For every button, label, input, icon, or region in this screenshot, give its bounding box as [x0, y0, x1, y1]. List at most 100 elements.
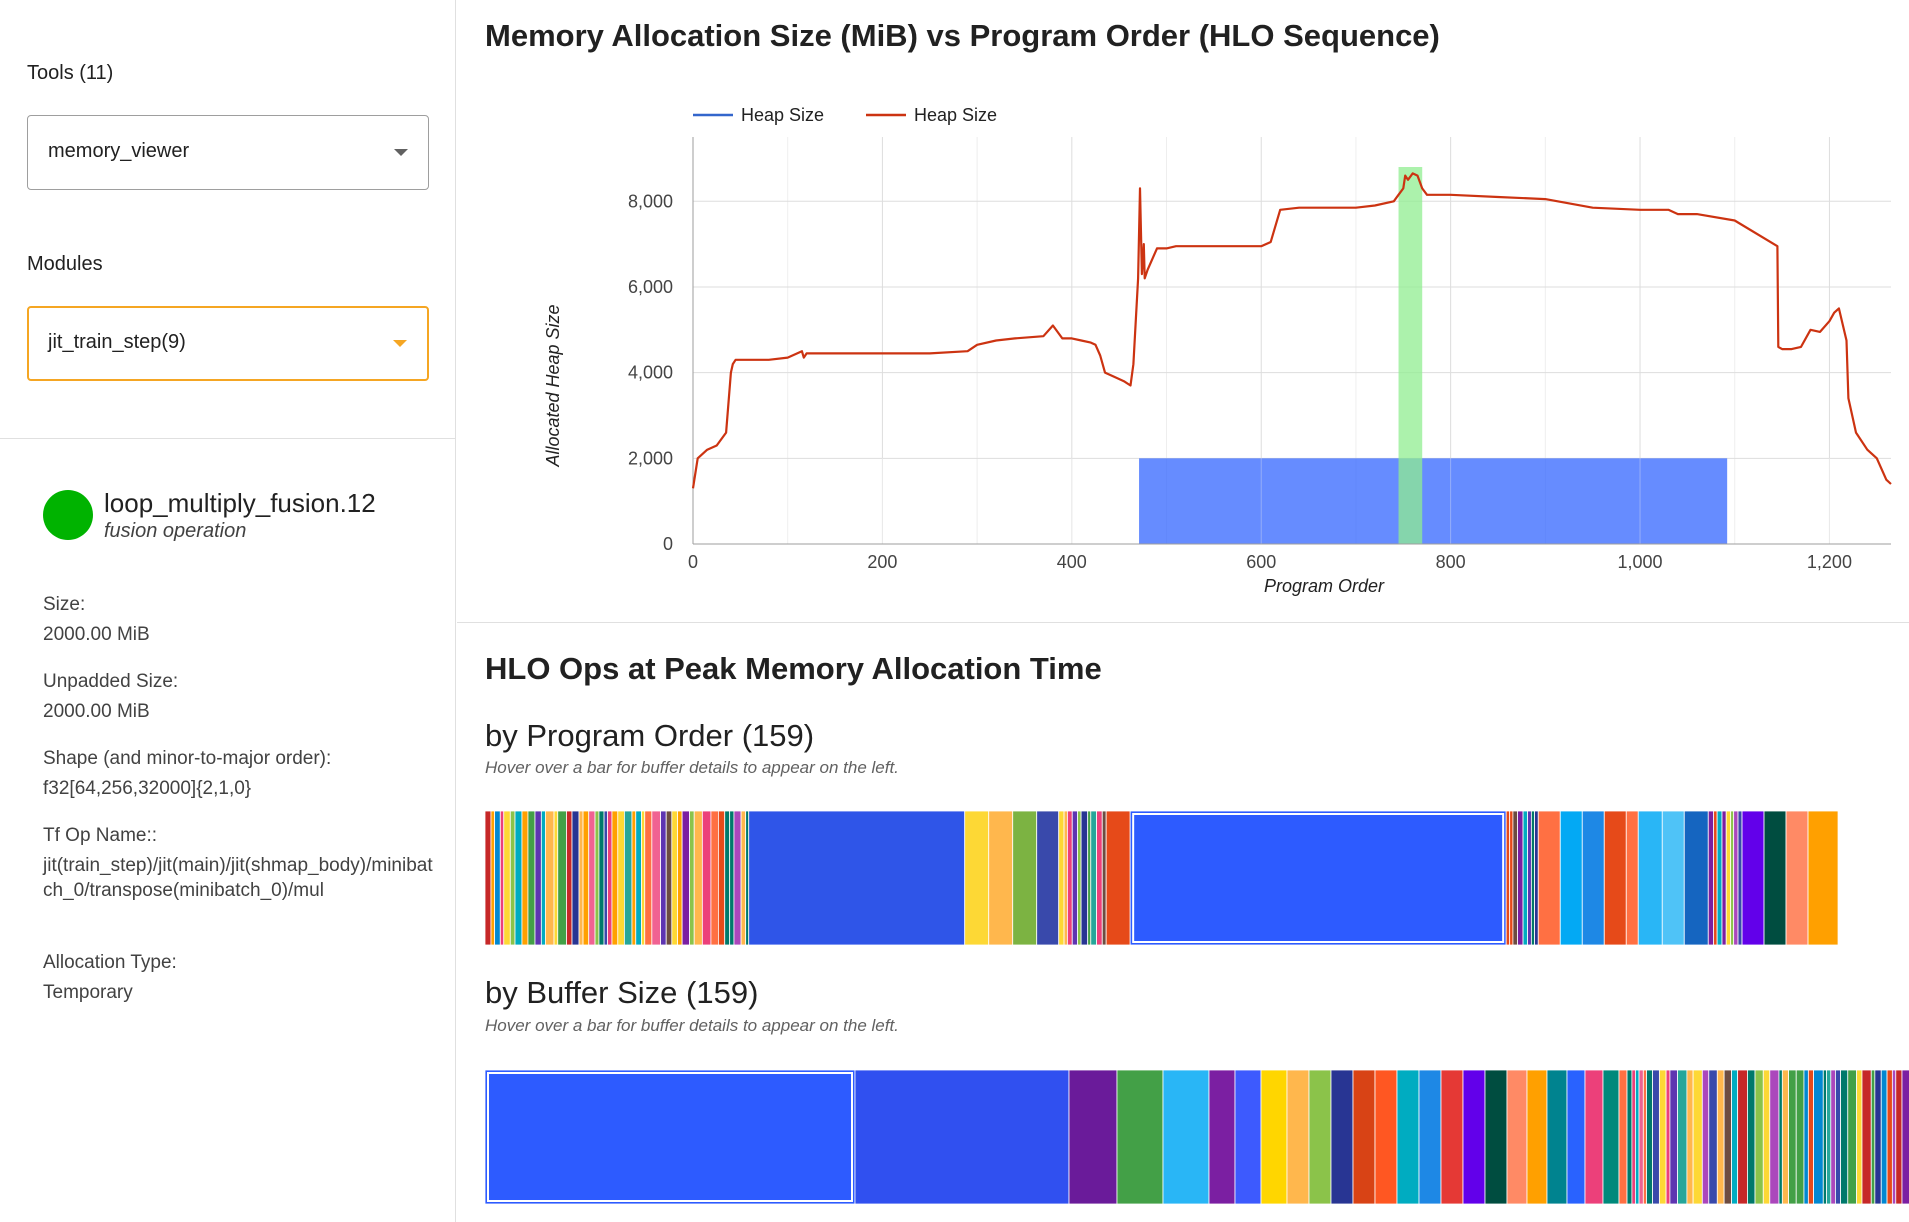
buffer-bar[interactable]	[740, 811, 747, 945]
buffer-bar[interactable]	[1352, 1070, 1376, 1204]
buffer-bar[interactable]	[617, 811, 625, 945]
buffer-bar[interactable]	[729, 811, 735, 945]
buffer-bar[interactable]	[611, 811, 619, 945]
buffer-bar[interactable]	[1669, 1070, 1678, 1204]
buffer-bar[interactable]	[1618, 1070, 1628, 1204]
buffer-bar[interactable]	[671, 811, 678, 945]
buffer-bar[interactable]	[1537, 811, 1561, 945]
buffer-bar[interactable]	[1762, 1070, 1771, 1204]
buffer-bar[interactable]	[1716, 811, 1723, 945]
buffer-bar[interactable]	[1692, 1070, 1703, 1204]
buffer-bar[interactable]	[1484, 1070, 1508, 1204]
buffer-bar[interactable]	[1785, 811, 1809, 945]
buffer-bar[interactable]	[1105, 811, 1131, 945]
buffer-bar[interactable]	[1661, 811, 1685, 945]
buffer-bar[interactable]	[588, 811, 596, 945]
buffer-bar[interactable]	[1642, 1070, 1647, 1204]
buffer-bar[interactable]	[1116, 1070, 1164, 1204]
buffer-bar[interactable]	[544, 811, 555, 945]
buffer-bar[interactable]	[1737, 811, 1743, 945]
buffer-bar[interactable]	[1581, 811, 1605, 945]
buffer-bar[interactable]	[748, 811, 966, 945]
buffer-bar[interactable]	[1626, 1070, 1633, 1204]
buffer-bar[interactable]	[1826, 1070, 1832, 1204]
buffer-bar[interactable]	[1260, 1070, 1288, 1204]
buffer-bar[interactable]	[1721, 811, 1727, 945]
buffer-bar[interactable]	[1769, 1070, 1780, 1204]
buffer-bar[interactable]	[1741, 811, 1765, 945]
buffer-bar[interactable]	[1559, 811, 1583, 945]
buffer-bar[interactable]	[1747, 1070, 1756, 1204]
module-select[interactable]: jit_train_step(9)	[27, 306, 429, 381]
buffer-bar[interactable]	[1087, 811, 1092, 945]
buffer-bar[interactable]	[1701, 1070, 1710, 1204]
memory-chart[interactable]: 0 200 400 600 800 1,000 1,200 0 2,000 4,000 6,000 8…	[457, 80, 1909, 600]
buffer-bar[interactable]	[1901, 1070, 1909, 1204]
buffer-bar[interactable]	[1080, 811, 1089, 945]
buffer-bar[interactable]	[1330, 1070, 1354, 1204]
buffer-bar[interactable]	[733, 811, 742, 945]
buffer-bar[interactable]	[1665, 1070, 1671, 1204]
buffer-bar[interactable]	[710, 811, 719, 945]
buffer-bar[interactable]	[1101, 811, 1107, 945]
buffer-bar[interactable]	[1071, 811, 1078, 945]
buffer-bar[interactable]	[1527, 811, 1532, 945]
buffer-bar[interactable]	[1077, 811, 1082, 945]
buffer-bar[interactable]	[1068, 1070, 1118, 1204]
buffer-bar[interactable]	[681, 811, 690, 945]
buffer-bar[interactable]	[1870, 1070, 1876, 1204]
buffer-bar[interactable]	[1725, 811, 1732, 945]
buffer-bar[interactable]	[509, 811, 516, 945]
buffer-bar[interactable]	[598, 811, 605, 945]
buffer-bar[interactable]	[494, 811, 501, 945]
buffer-bar[interactable]	[514, 811, 523, 945]
buffer-bar[interactable]	[1036, 811, 1060, 945]
buffer-bar[interactable]	[665, 811, 673, 945]
buffer-bar[interactable]	[1856, 1070, 1863, 1204]
buffer-bar[interactable]	[1716, 1070, 1725, 1204]
buffer-bar[interactable]	[1840, 1070, 1849, 1204]
buffer-bar[interactable]	[521, 811, 529, 945]
buffer-bar[interactable]	[1795, 1070, 1805, 1204]
buffer-bar[interactable]	[1754, 1070, 1764, 1204]
buffer-bar[interactable]	[1822, 1070, 1827, 1204]
buffer-bar[interactable]	[1730, 811, 1735, 945]
buffer-bar[interactable]	[571, 811, 580, 945]
buffer-bar[interactable]	[1308, 1070, 1332, 1204]
buffer-bar[interactable]	[1731, 1070, 1739, 1204]
buffer-bar[interactable]	[1861, 1070, 1872, 1204]
buffer-bar[interactable]	[745, 811, 750, 945]
buffer-bar[interactable]	[651, 811, 661, 945]
buffer-bar[interactable]	[1418, 1070, 1442, 1204]
buffer-bar[interactable]	[582, 811, 590, 945]
buffer-bar[interactable]	[1603, 811, 1627, 945]
buffer-bar[interactable]	[677, 811, 683, 945]
buffer-bar[interactable]	[566, 811, 573, 945]
buffer-bar[interactable]	[1286, 1070, 1310, 1204]
buffer-bar[interactable]	[623, 811, 633, 945]
buffer-bar[interactable]	[1781, 1070, 1790, 1204]
buffer-bar[interactable]	[644, 811, 653, 945]
buffer-bar[interactable]	[1788, 1070, 1797, 1204]
buffer-bar[interactable]	[499, 811, 505, 945]
buffer-bar[interactable]	[578, 811, 584, 945]
buffer-bar[interactable]	[1886, 1070, 1893, 1204]
buffer-bar[interactable]	[1813, 1070, 1824, 1204]
buffer-bar[interactable]	[1652, 1070, 1660, 1204]
buffer-bar[interactable]	[988, 811, 1014, 945]
buffer-bar[interactable]	[1807, 1070, 1814, 1204]
buffer-bar[interactable]	[1534, 811, 1539, 945]
buffer-bar[interactable]	[557, 811, 567, 945]
buffer-bar[interactable]	[1763, 811, 1787, 945]
buffer-bar[interactable]	[1895, 1070, 1903, 1204]
buffer-bar[interactable]	[1631, 1070, 1636, 1204]
buffer-bar[interactable]	[540, 811, 546, 945]
buffer-bar[interactable]	[1067, 811, 1073, 945]
buffer-bar[interactable]	[718, 811, 726, 945]
buffer-bar[interactable]	[854, 1070, 1070, 1204]
buffer-bar[interactable]	[631, 811, 637, 945]
buffer-bar[interactable]	[1625, 811, 1639, 945]
buffer-bar[interactable]	[1880, 1070, 1888, 1204]
buffer-bar[interactable]	[490, 811, 496, 945]
buffer-bar[interactable]	[1830, 1070, 1836, 1204]
